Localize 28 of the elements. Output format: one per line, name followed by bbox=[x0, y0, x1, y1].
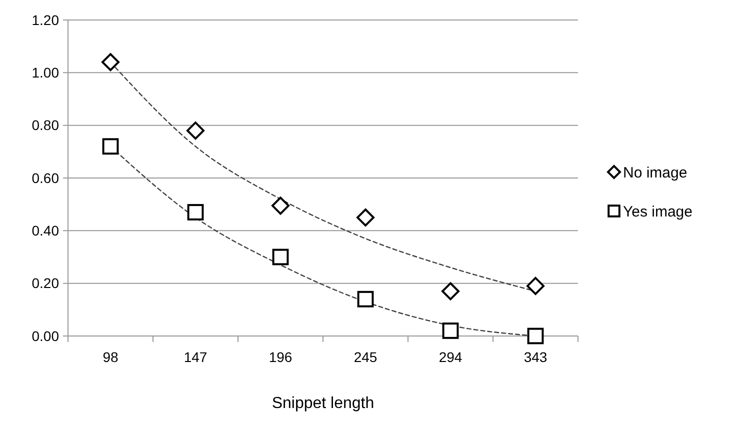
point bbox=[356, 208, 374, 226]
y-tick-label: 0.00 bbox=[32, 328, 60, 344]
x-tick-label: 343 bbox=[524, 349, 548, 365]
x-tick-label: 98 bbox=[102, 349, 118, 365]
point bbox=[272, 196, 290, 215]
y-tick-label: 0.60 bbox=[32, 170, 60, 186]
x-tick-label: 294 bbox=[438, 349, 462, 365]
point bbox=[442, 322, 459, 339]
y-tick-label: 0.80 bbox=[32, 117, 60, 134]
x-tick-label: 196 bbox=[268, 349, 292, 365]
point bbox=[442, 282, 460, 300]
x-tick-label: 245 bbox=[354, 349, 378, 365]
x-tick-label: 147 bbox=[184, 349, 208, 365]
point bbox=[527, 328, 544, 344]
x-axis-title: Snippet length bbox=[272, 395, 374, 412]
point bbox=[272, 248, 289, 266]
y-tick-label: 0.40 bbox=[32, 222, 60, 239]
point bbox=[186, 122, 204, 140]
y-tick-label: 1.20 bbox=[32, 12, 60, 28]
legend-label: Yes image bbox=[623, 203, 692, 220]
point bbox=[102, 53, 120, 72]
point bbox=[357, 290, 374, 308]
point bbox=[526, 276, 544, 295]
y-tick-label: 0.20 bbox=[32, 275, 60, 292]
legend-label: No image bbox=[623, 164, 688, 182]
point bbox=[187, 204, 204, 220]
point bbox=[102, 138, 119, 155]
y-tick-label: 1.00 bbox=[32, 64, 60, 81]
